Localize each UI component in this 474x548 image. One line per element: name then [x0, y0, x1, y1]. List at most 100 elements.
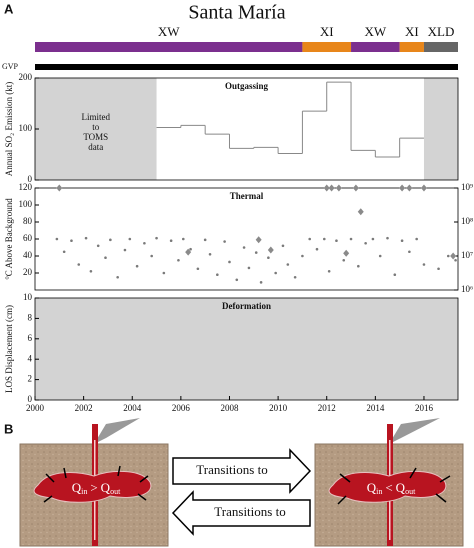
- dot-point: [84, 236, 88, 240]
- y2-tick-label: 10⁶: [461, 284, 473, 294]
- y-axis-label: °C Above Background: [4, 198, 14, 280]
- panel-label: A: [4, 1, 14, 16]
- panel-label: B: [4, 421, 13, 436]
- era-segment: [35, 42, 303, 52]
- arrow: [171, 490, 311, 536]
- dot-point: [96, 244, 100, 248]
- diamond-point: [335, 184, 342, 192]
- dot-point: [342, 258, 346, 262]
- dot-point: [223, 240, 226, 243]
- dot-point: [150, 254, 153, 258]
- dot-point: [155, 236, 158, 240]
- chart-title: Santa María: [188, 2, 285, 24]
- dot-point: [301, 254, 304, 258]
- record-bar: [35, 64, 458, 70]
- diamond-point: [328, 184, 335, 192]
- era-segment: [399, 42, 424, 52]
- x-tick-label: 2000: [26, 403, 45, 413]
- dot-point: [208, 253, 212, 256]
- y-tick-label: 100: [19, 123, 33, 133]
- row-label: GVP: [2, 62, 19, 71]
- dot-point: [135, 264, 139, 268]
- dot-point: [393, 273, 397, 277]
- y-tick-label: 0: [28, 174, 33, 184]
- y-tick-label: 40: [23, 250, 33, 260]
- dot-point: [196, 267, 200, 271]
- dot-point: [228, 260, 231, 264]
- arrow-label: Transitions to: [196, 462, 267, 477]
- dot-point: [378, 254, 382, 258]
- dot-point: [446, 254, 450, 258]
- diamond-point: [352, 184, 359, 192]
- dot-point: [123, 248, 127, 252]
- diamond-point: [420, 184, 427, 192]
- y-tick-label: 20: [23, 267, 33, 277]
- y-tick-label: 4: [28, 353, 33, 363]
- arrow: [172, 448, 312, 494]
- dot-point: [422, 263, 426, 266]
- annotation: data: [88, 142, 103, 152]
- dot-point: [242, 246, 246, 249]
- dot-point: [308, 237, 312, 241]
- dot-point: [327, 270, 331, 273]
- dot-point: [181, 237, 185, 241]
- era-label: XW: [158, 24, 180, 39]
- x-tick-label: 2012: [318, 403, 336, 413]
- y-tick-label: 80: [23, 216, 33, 226]
- dot-point: [89, 270, 93, 273]
- era-label: XLD: [428, 24, 455, 39]
- era-segment: [302, 42, 352, 52]
- diamond-point: [267, 246, 274, 254]
- y-tick-label: 8: [28, 312, 33, 322]
- diamond-point: [56, 184, 63, 192]
- dot-point: [400, 239, 404, 242]
- annotation: TOMS: [83, 132, 108, 142]
- state-label: Qin < Qout: [367, 480, 416, 496]
- dot-point: [254, 251, 258, 254]
- era-label: XI: [320, 24, 334, 39]
- diamond-point: [343, 249, 350, 257]
- dot-point: [437, 267, 440, 271]
- y2-tick-label: 10⁹: [461, 182, 473, 192]
- x-tick-label: 2014: [366, 403, 385, 413]
- state-right: [314, 418, 464, 547]
- dot-point: [274, 271, 277, 275]
- panel-title: Thermal: [230, 191, 264, 201]
- dot-point: [454, 258, 457, 262]
- y2-tick-label: 10⁷: [461, 250, 473, 260]
- dot-point: [364, 241, 367, 245]
- x-tick-label: 2002: [75, 403, 93, 413]
- shaded-region: [35, 298, 458, 400]
- y-tick-label: 60: [23, 233, 33, 243]
- dot-point: [386, 236, 389, 240]
- dot-point: [109, 238, 112, 242]
- annotation: Limited: [82, 112, 111, 122]
- dot-point: [62, 250, 66, 254]
- dot-point: [177, 258, 180, 262]
- y-tick-label: 100: [19, 199, 33, 209]
- panel-title: Outgassing: [225, 81, 269, 91]
- x-tick-label: 2010: [269, 403, 288, 413]
- dot-point: [281, 244, 285, 248]
- dot-point: [116, 275, 119, 279]
- dot-point: [286, 263, 290, 266]
- dot-point: [55, 237, 59, 241]
- x-tick-label: 2006: [172, 403, 191, 413]
- y-tick-label: 6: [28, 333, 33, 343]
- dot-point: [247, 266, 251, 270]
- dot-point: [349, 237, 353, 241]
- y-tick-label: 0: [28, 394, 33, 404]
- annotation: to: [92, 122, 100, 132]
- dot-point: [415, 237, 418, 241]
- arrow-label: Transitions to: [214, 504, 285, 519]
- y2-tick-label: 10⁸: [461, 216, 473, 226]
- dot-point: [104, 256, 107, 260]
- dot-point: [216, 273, 219, 277]
- dot-point: [128, 237, 132, 241]
- y-tick-label: 120: [19, 182, 33, 192]
- diamond-point: [406, 184, 413, 192]
- shaded-region: [35, 78, 157, 180]
- y-axis-label: LOS Displacement (cm): [4, 305, 14, 393]
- diamond-point: [323, 184, 330, 192]
